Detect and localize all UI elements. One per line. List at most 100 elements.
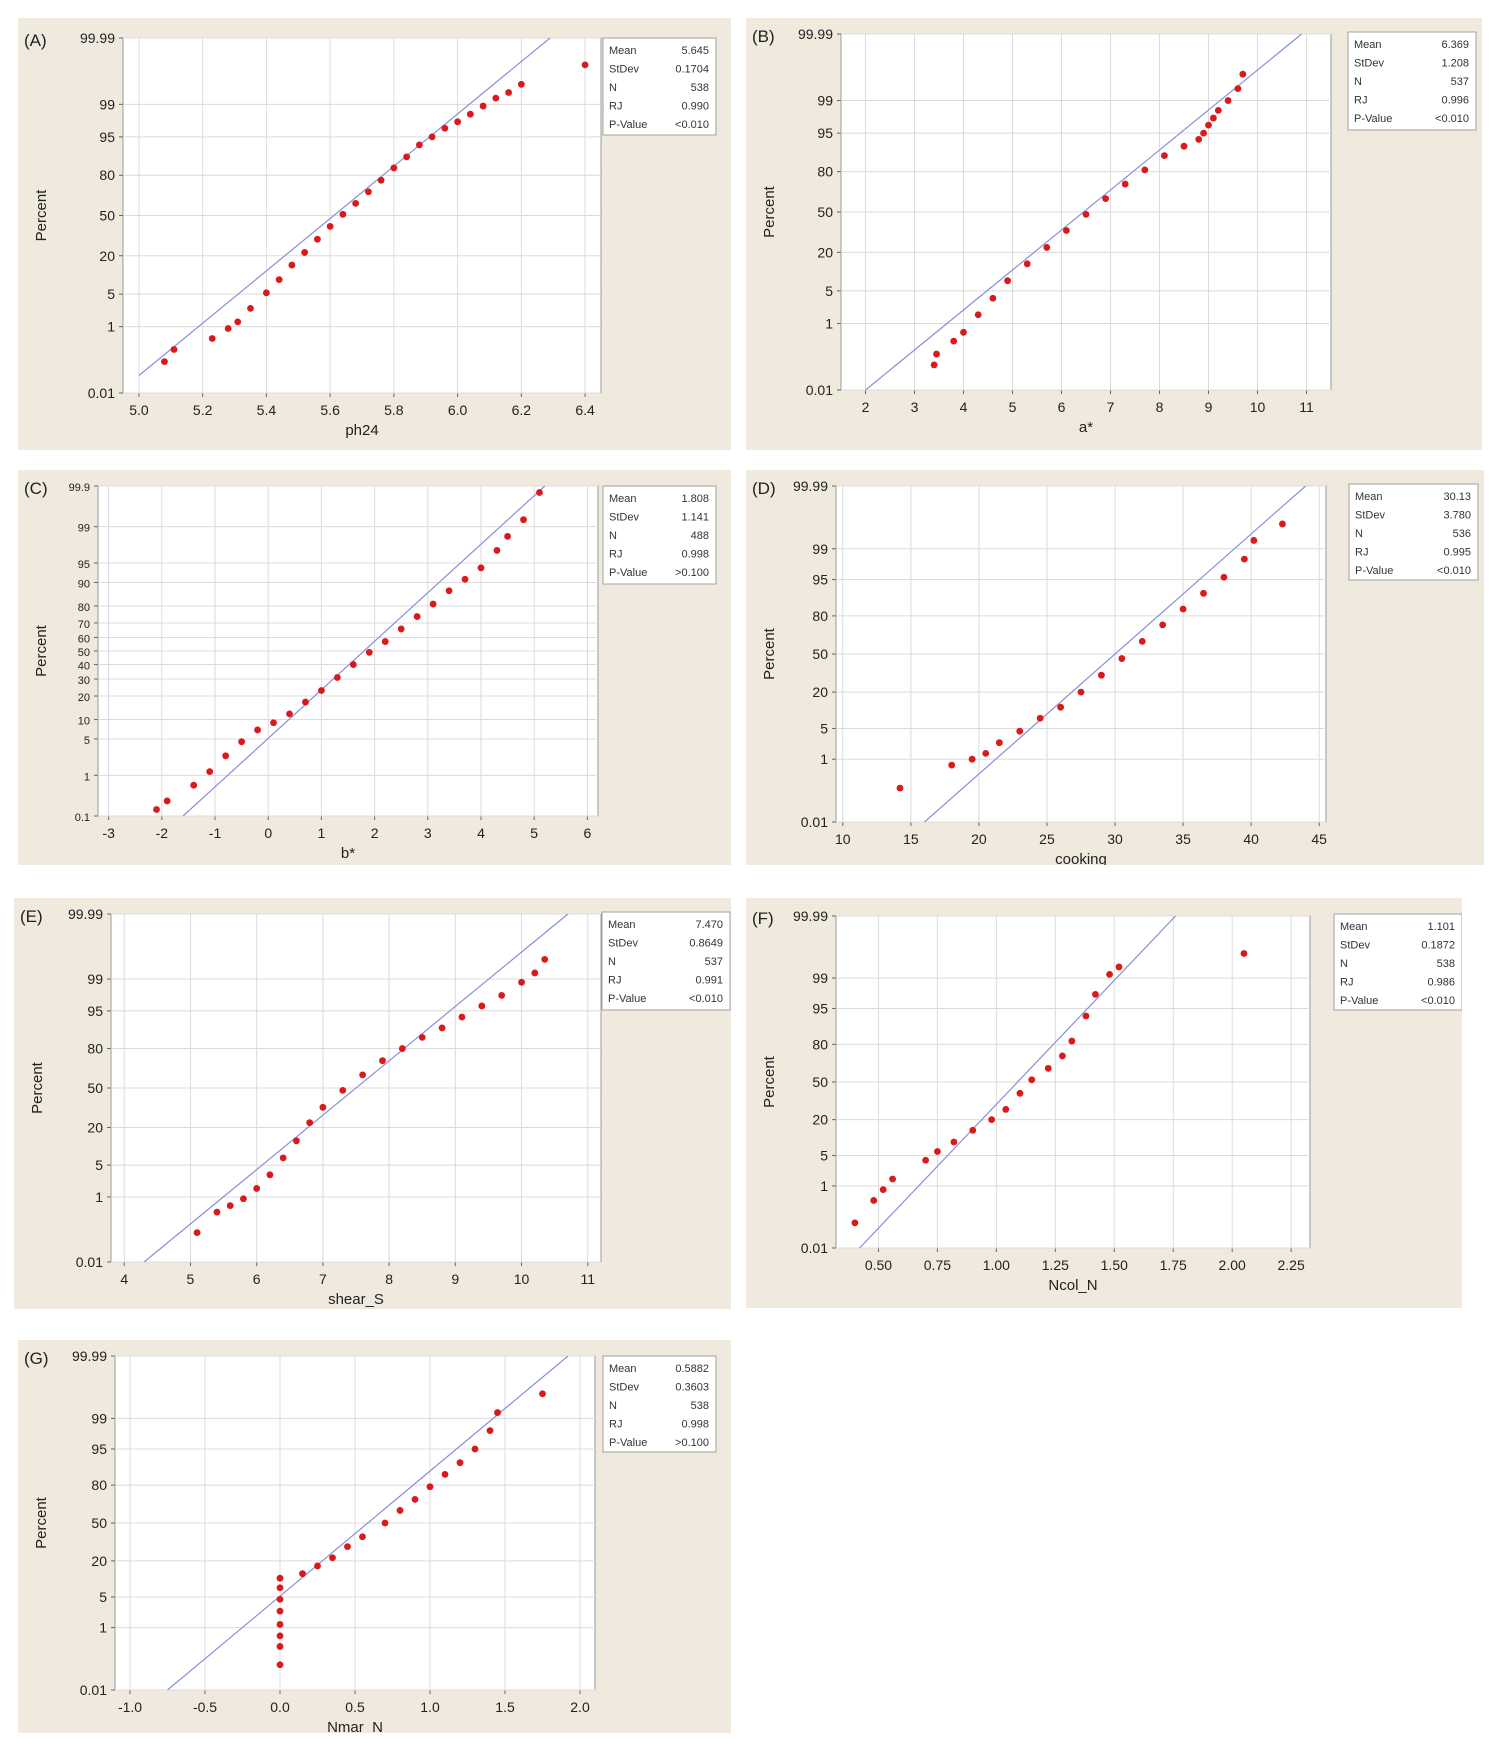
data-point [982, 749, 990, 757]
data-point [190, 781, 198, 789]
stat-value-p-value: <0.010 [689, 993, 723, 1005]
fitted-line [859, 916, 1177, 1248]
data-point [1250, 537, 1258, 544]
y-axis-label: Percent [29, 1061, 46, 1114]
stats-box: Mean 5.645 StDev 0.1704 N 538 RJ 0.990 P-Value <0… [602, 37, 717, 136]
stat-key-n: N [1355, 528, 1363, 540]
data-point [153, 806, 160, 813]
stat-key-stdev: StDev [609, 1382, 639, 1394]
data-point [1224, 97, 1232, 104]
data-point [536, 489, 543, 496]
y-tick-label-50: 50 [817, 204, 833, 220]
stats-box: Mean 0.5882 StDev 0.3603 N 538 RJ 0.998 P-Value >… [602, 1355, 717, 1453]
stat-value-n: 537 [1451, 76, 1469, 88]
panel-a: (A) 5.0 5.2 5.4 5.6 5.8 6.0 6.2 6.4 0.01 1 5 20 50 80 9… [18, 18, 731, 450]
x-tick-label-6: 6 [583, 825, 591, 841]
stat-key-n: N [609, 530, 617, 542]
data-point [505, 89, 512, 96]
y-tick-label-0.01: 0.01 [801, 1240, 828, 1256]
x-tick-label-0.50: 0.50 [865, 1257, 892, 1273]
data-point [517, 80, 525, 88]
data-point [1159, 621, 1167, 629]
x-tick-label-1.5: 1.5 [495, 1699, 515, 1715]
stat-value-p-value: <0.010 [675, 119, 709, 131]
stat-value-rj: 0.990 [681, 101, 709, 113]
y-tick-label-90: 90 [78, 578, 90, 590]
data-point [253, 1185, 261, 1192]
x-tick-label-0.5: -0.5 [193, 1699, 217, 1715]
data-point [428, 133, 436, 141]
y-tick-label-99: 99 [78, 523, 90, 535]
stat-key-mean: Mean [1340, 921, 1368, 933]
stat-key-stdev: StDev [609, 64, 639, 76]
data-point [398, 1045, 406, 1052]
stats-box: Mean 1.808 StDev 1.141 N 488 RJ 0.998 P-Value >0.… [602, 485, 717, 585]
fitted-line [182, 486, 546, 816]
panel-f: (F) 0.50 0.75 1.00 1.25 1.50 1.75 2.00 2.25 0.01 1… [746, 898, 1462, 1308]
data-point [1043, 244, 1051, 251]
data-point [161, 358, 168, 366]
data-point [293, 1137, 300, 1145]
data-point [471, 1445, 479, 1453]
y-tick-label-5: 5 [825, 283, 833, 299]
data-point [276, 1607, 284, 1615]
data-point [504, 532, 511, 540]
panel-label: (D) [752, 479, 776, 498]
data-point [498, 991, 506, 999]
x-tick-label-9: 9 [1205, 399, 1213, 415]
data-point [276, 1621, 284, 1628]
x-tick-label-1.00: 1.00 [983, 1257, 1010, 1273]
y-tick-label-20: 20 [91, 1553, 107, 1569]
stat-value-stdev: 1.208 [1441, 58, 1469, 70]
probability-plot-e: (E) 4 5 6 7 8 9 10 11 0.01 1 5 20 50 80 95 99 99.99 shear_… [20, 906, 731, 1308]
x-tick-label-35: 35 [1175, 831, 1191, 847]
y-tick-label-99.99: 99.99 [793, 478, 828, 494]
x-tick-label-5.2: 5.2 [193, 402, 213, 418]
data-point [518, 978, 525, 986]
x-tick-label-1.0: -1.0 [118, 1699, 142, 1715]
stat-key-rj: RJ [608, 975, 621, 987]
data-point [477, 564, 485, 572]
y-tick-label-5: 5 [84, 735, 90, 747]
stat-key-mean: Mean [609, 45, 637, 57]
y-tick-label-5: 5 [99, 1589, 107, 1605]
y-tick-label-1: 1 [99, 1620, 107, 1636]
data-point [930, 361, 938, 369]
stat-key-rj: RJ [609, 549, 622, 561]
data-point [379, 1057, 386, 1065]
x-tick-label-6.2: 6.2 [512, 402, 532, 418]
data-point [1210, 114, 1217, 122]
data-point [381, 638, 389, 645]
y-tick-label-80: 80 [87, 1041, 103, 1057]
y-tick-label-50: 50 [87, 1080, 103, 1096]
x-tick-label-1.50: 1.50 [1101, 1257, 1128, 1273]
panel-label: (E) [20, 907, 43, 926]
x-axis-label: b* [341, 845, 355, 862]
data-point [456, 1459, 464, 1467]
panel-e: (E) 4 5 6 7 8 9 10 11 0.01 1 5 20 50 80 95 99 99.99 shear_… [14, 898, 731, 1309]
stats-box-frame [602, 485, 717, 585]
x-tick-label-25: 25 [1039, 831, 1055, 847]
stat-key-n: N [1354, 76, 1362, 88]
data-point [302, 698, 309, 706]
data-point [429, 600, 437, 608]
data-point [359, 1071, 367, 1079]
data-point [889, 1175, 896, 1183]
y-tick-label-95: 95 [91, 1441, 107, 1457]
stat-value-mean: 7.470 [695, 919, 723, 931]
data-point [1023, 260, 1031, 268]
y-axis-label: Percent [761, 627, 778, 680]
stats-box: Mean 1.101 StDev 0.1872 N 538 RJ 0.986 P-Value <0… [1333, 913, 1462, 1011]
stat-value-stdev: 0.1704 [675, 64, 709, 76]
x-tick-label-6: 6 [253, 1271, 261, 1287]
data-point [441, 124, 449, 132]
data-point [1121, 180, 1129, 188]
data-point [276, 1632, 284, 1640]
stat-value-mean: 1.101 [1427, 921, 1455, 933]
y-tick-label-80: 80 [817, 164, 833, 180]
data-point [170, 346, 178, 353]
data-point [193, 1229, 201, 1236]
x-tick-label-5.8: 5.8 [384, 402, 404, 418]
x-tick-label-2.25: 2.25 [1278, 1257, 1305, 1273]
data-point [224, 325, 232, 332]
